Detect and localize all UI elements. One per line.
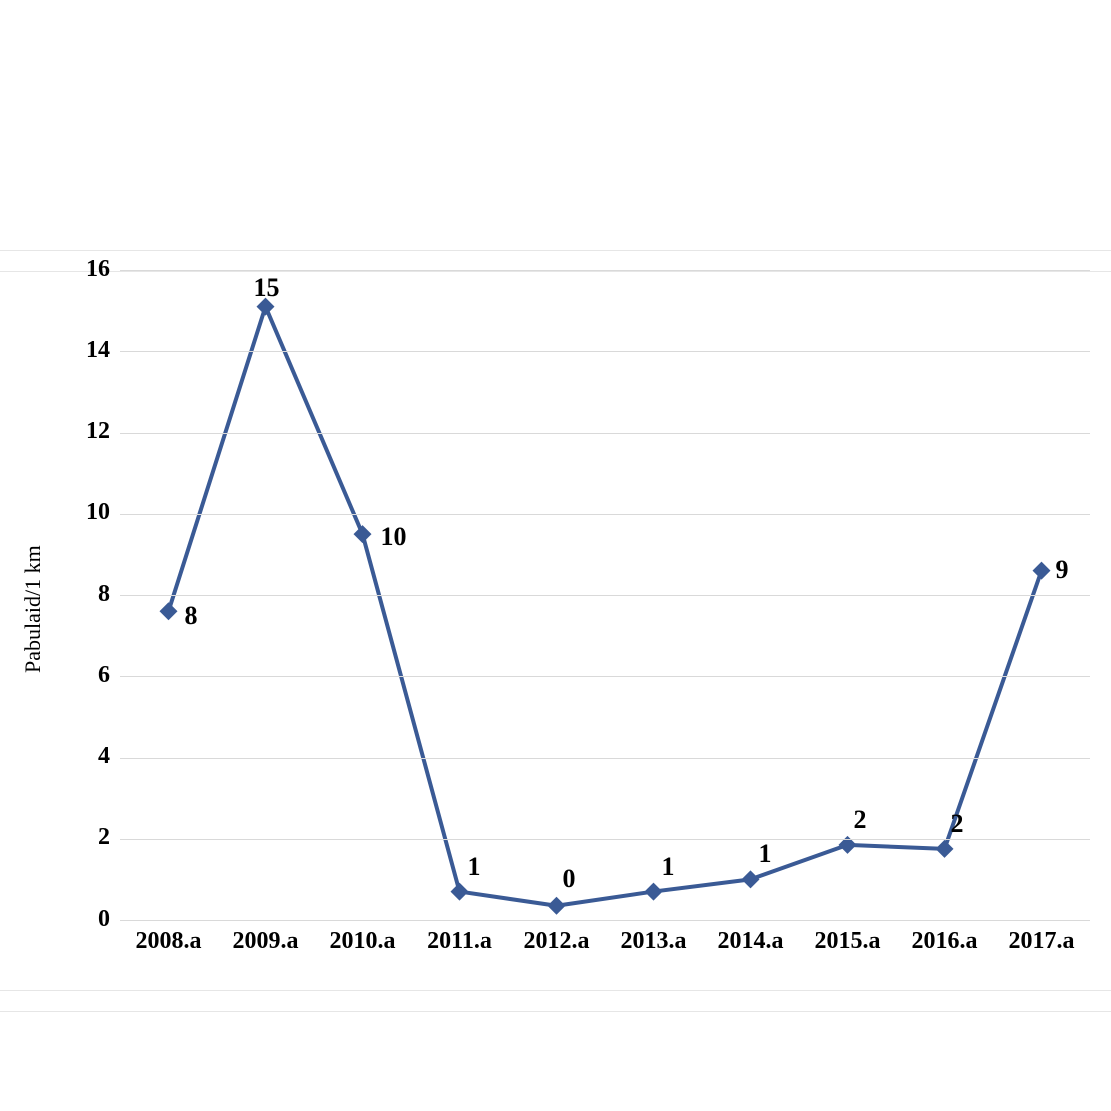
y-tick-label: 4: [60, 743, 110, 770]
y-tick-label: 8: [60, 581, 110, 608]
x-tick-label: 2012.a: [507, 928, 607, 955]
gridline: [120, 758, 1090, 759]
x-tick-label: 2015.a: [798, 928, 898, 955]
x-tick-label: 2009.a: [216, 928, 316, 955]
gridline: [120, 433, 1090, 434]
x-tick-label: 2010.a: [313, 928, 413, 955]
data-label: 0: [563, 864, 576, 894]
gridline: [120, 595, 1090, 596]
gridline: [120, 514, 1090, 515]
x-tick-label: 2017.a: [992, 928, 1092, 955]
data-marker: [451, 883, 469, 901]
data-marker: [645, 883, 663, 901]
y-tick-label: 14: [60, 337, 110, 364]
data-label: 15: [254, 273, 280, 303]
x-tick-label: 2008.a: [119, 928, 219, 955]
x-tick-label: 2016.a: [895, 928, 995, 955]
data-marker: [936, 840, 954, 858]
y-tick-label: 0: [60, 906, 110, 933]
plot-area: [120, 270, 1090, 920]
data-label: 2: [854, 805, 867, 835]
x-tick-label: 2013.a: [604, 928, 704, 955]
y-tick-label: 16: [60, 256, 110, 283]
data-label: 1: [662, 852, 675, 882]
data-marker: [548, 897, 566, 915]
data-label: 2: [951, 809, 964, 839]
gridline: [120, 676, 1090, 677]
y-tick-label: 12: [60, 418, 110, 445]
data-label: 1: [759, 839, 772, 869]
y-tick-label: 2: [60, 824, 110, 851]
x-tick-label: 2014.a: [701, 928, 801, 955]
outer-stripe-top: [0, 250, 1111, 272]
y-axis-label: Pabulaid/1 km: [20, 545, 46, 673]
data-marker: [160, 602, 178, 620]
y-tick-label: 6: [60, 662, 110, 689]
data-label: 10: [381, 522, 407, 552]
data-label: 1: [468, 852, 481, 882]
data-marker: [1033, 562, 1051, 580]
x-tick-label: 2011.a: [410, 928, 510, 955]
data-label: 9: [1056, 555, 1069, 585]
gridline: [120, 839, 1090, 840]
data-label: 8: [185, 601, 198, 631]
series-line: [169, 307, 1042, 906]
data-marker: [742, 870, 760, 888]
gridline: [120, 920, 1090, 921]
data-marker: [354, 525, 372, 543]
chart-canvas: Pabulaid/1 km 02468101214162008.a2009.a2…: [0, 0, 1111, 1111]
gridline: [120, 351, 1090, 352]
y-tick-label: 10: [60, 499, 110, 526]
outer-stripe-bottom: [0, 990, 1111, 1012]
